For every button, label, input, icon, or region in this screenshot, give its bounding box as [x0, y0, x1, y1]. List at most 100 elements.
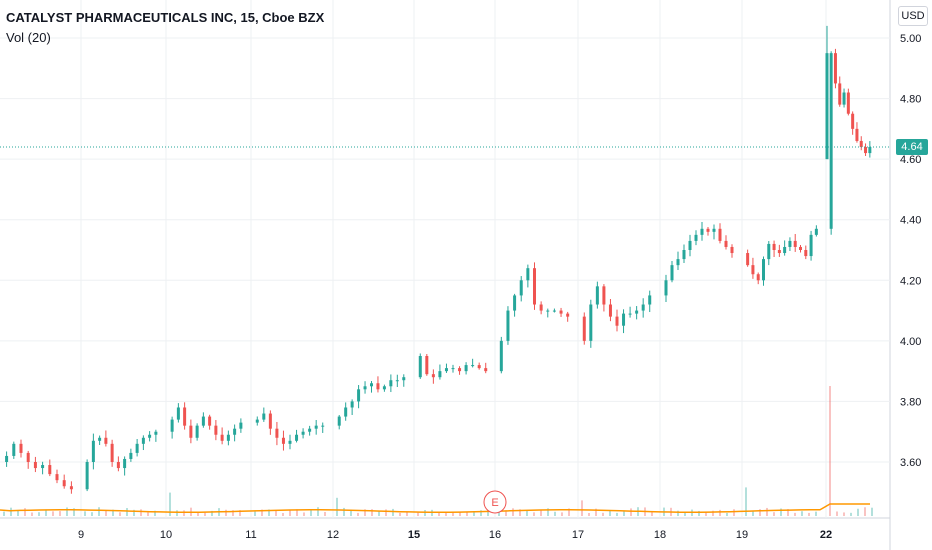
volume-bar — [275, 510, 277, 516]
volume-bar — [616, 512, 618, 516]
candle-body — [694, 234, 698, 241]
volume-bar — [133, 509, 135, 516]
volume-bar — [126, 508, 128, 516]
candle-body — [239, 422, 243, 429]
volume-bar — [519, 509, 521, 516]
candle-body — [201, 416, 205, 426]
volume-bar — [282, 512, 284, 516]
candle-body — [183, 407, 187, 426]
volume-bar — [677, 510, 679, 516]
volume-bar — [857, 508, 859, 516]
candle-body — [838, 83, 842, 105]
volume-bar — [815, 511, 817, 516]
volume-bar — [568, 508, 570, 516]
volume-bar — [424, 510, 426, 516]
candle-body — [141, 437, 145, 444]
candle-body — [688, 240, 692, 250]
candle-body — [751, 265, 755, 275]
x-tick-label: 22 — [820, 529, 832, 541]
candle-body — [135, 443, 139, 453]
candle-body — [438, 371, 442, 378]
earnings-event-marker[interactable]: E — [483, 490, 507, 514]
y-tick-label: 4.60 — [900, 154, 921, 166]
candle-body — [350, 401, 354, 408]
candle-body — [539, 304, 543, 311]
volume-bar — [140, 509, 142, 516]
x-tick-label: 10 — [160, 529, 172, 541]
candle-body — [395, 380, 399, 382]
candle-body — [55, 474, 59, 481]
volume-indicator-label[interactable]: Vol (20) — [6, 30, 51, 45]
volume-bar — [581, 500, 583, 516]
candle-body — [622, 313, 626, 326]
candle-body — [275, 428, 279, 438]
candle-body — [814, 228, 818, 235]
candle-body — [608, 304, 612, 317]
volume-bar — [864, 507, 866, 516]
volume-bar — [45, 509, 47, 516]
volume-bar — [59, 511, 61, 516]
candle-body — [116, 462, 120, 469]
candle-body — [12, 443, 16, 456]
volume-bar — [630, 508, 632, 516]
event-label: E — [491, 497, 498, 509]
candle-body — [255, 419, 259, 423]
candle-body — [533, 268, 536, 305]
x-tick-label: 17 — [572, 529, 584, 541]
volume-bar — [733, 509, 735, 516]
volume-bar — [296, 509, 298, 516]
candle-body — [762, 259, 765, 281]
candle-body — [464, 365, 468, 372]
candle-body — [48, 465, 52, 475]
candle-body — [846, 92, 850, 114]
x-tick-label: 9 — [78, 529, 84, 541]
candle-body — [301, 431, 305, 435]
volume-bar — [561, 512, 563, 516]
volume-bar — [759, 509, 761, 516]
candle-body — [783, 246, 787, 254]
volume-bar — [850, 512, 852, 516]
volume-bar — [211, 510, 213, 516]
candle-body — [154, 431, 158, 435]
symbol-title[interactable]: CATALYST PHARMACEUTICALS INC, 15, Cboe B… — [6, 10, 325, 25]
candle-body — [851, 113, 855, 129]
candle-body — [458, 368, 462, 372]
volume-bar — [169, 492, 171, 516]
candle-body — [451, 368, 455, 370]
volume-bar — [438, 512, 440, 516]
volume-bar — [452, 512, 454, 516]
candle-body — [233, 428, 237, 435]
volume-bar — [843, 512, 845, 516]
candle-body — [226, 434, 230, 441]
volume-bar — [726, 512, 728, 516]
candle-body — [582, 316, 586, 341]
volume-bar — [119, 512, 121, 516]
candle-body — [123, 458, 127, 469]
volume-bar — [595, 508, 597, 516]
candle-body — [804, 250, 808, 257]
candle-body — [129, 452, 133, 459]
y-tick-label: 3.80 — [900, 396, 921, 408]
volume-bar — [533, 512, 535, 516]
candle-body — [98, 437, 102, 441]
candle-body — [724, 240, 728, 247]
volume-bar — [480, 510, 482, 516]
volume-bar — [651, 511, 653, 516]
candle-body — [91, 440, 95, 462]
volume-bar — [808, 512, 810, 516]
candle-body — [746, 253, 750, 266]
volume-bar — [684, 511, 686, 516]
candle-body — [552, 310, 556, 312]
volume-bar — [609, 510, 611, 516]
candle-body — [418, 356, 422, 378]
volume-bar — [261, 509, 263, 516]
volume-bar — [371, 509, 373, 516]
candle-body — [793, 240, 797, 247]
candle-body — [389, 380, 393, 387]
candle-body — [308, 428, 312, 432]
y-tick-label: 3.60 — [900, 457, 921, 469]
volume-bar — [84, 511, 86, 516]
currency-badge[interactable]: USD — [898, 6, 928, 26]
y-tick-label: 4.20 — [900, 275, 921, 287]
